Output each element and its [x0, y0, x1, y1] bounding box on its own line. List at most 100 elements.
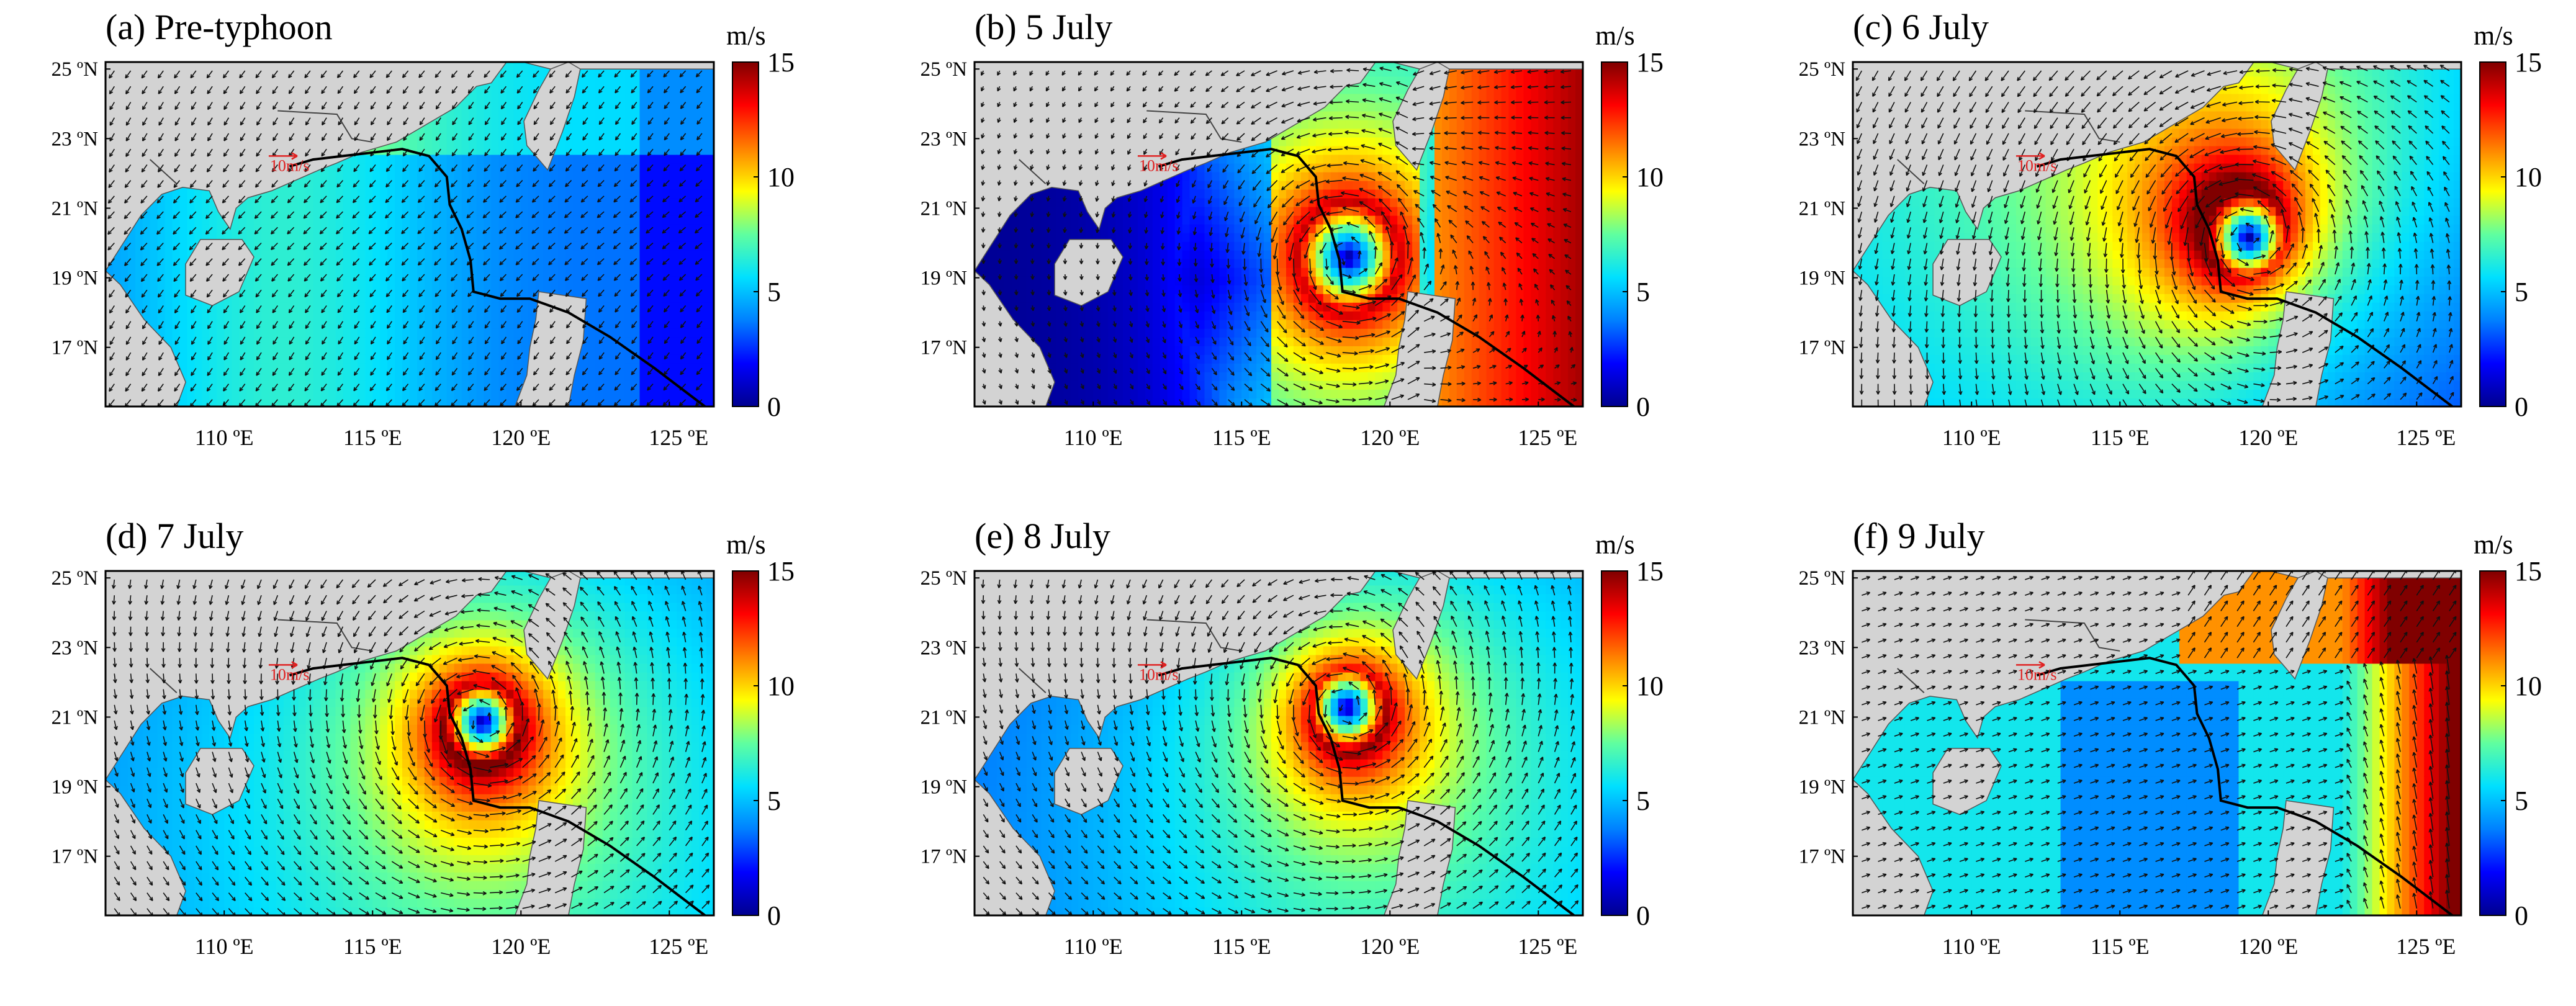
lon-tick-label: 125 ºE	[649, 425, 708, 450]
colorbar-tick-label: 0	[1636, 392, 1650, 422]
lat-tick-label: 25 ºN	[921, 567, 967, 590]
lon-tick-label: 120 ºE	[491, 934, 551, 959]
lat-tick-label: 19 ºN	[1799, 267, 1845, 290]
colorbar-unit: m/s	[1595, 20, 1635, 51]
colorbar-tick-label: 0	[767, 392, 781, 422]
colorbar-tick-label: 15	[767, 556, 795, 586]
lat-tick-label: 25 ºN	[52, 58, 98, 81]
scale-vector-label: 10m/s	[2017, 156, 2057, 174]
colorbar-tick-label: 10	[2515, 671, 2542, 701]
lat-tick-label: 19 ºN	[52, 776, 98, 799]
colorbar-tick-label: 5	[1636, 786, 1650, 816]
lat-tick-label: 23 ºN	[52, 128, 98, 150]
panel-title: (c) 6 July	[1853, 6, 1989, 48]
lon-tick-label: 110 ºE	[195, 425, 254, 450]
colorbar-tick-label: 5	[767, 786, 781, 816]
scale-vector-label: 10m/s	[270, 156, 310, 174]
lat-tick-label: 17 ºN	[921, 846, 967, 868]
colorbar-unit: m/s	[1595, 529, 1635, 560]
colorbar-tick-label: 15	[1636, 47, 1664, 78]
colorbar	[732, 571, 759, 915]
colorbar-tick-label: 10	[767, 671, 795, 701]
lon-tick-label: 110 ºE	[1064, 934, 1123, 959]
colorbar-unit: m/s	[2474, 529, 2513, 560]
colorbar-tick-label: 10	[2515, 162, 2542, 192]
lon-tick-label: 120 ºE	[2238, 934, 2298, 959]
colorbar-tick-label: 15	[2515, 47, 2542, 78]
colorbar-tick-label: 5	[2515, 277, 2528, 307]
lon-tick-label: 115 ºE	[343, 425, 402, 450]
lat-tick-label: 17 ºN	[921, 337, 967, 359]
lat-tick-label: 17 ºN	[1799, 337, 1845, 359]
colorbar	[732, 62, 759, 406]
lon-tick-label: 110 ºE	[195, 934, 254, 959]
colorbar-unit: m/s	[2474, 20, 2513, 51]
lon-tick-label: 120 ºE	[1360, 425, 1420, 450]
colorbar-tick-label: 10	[767, 162, 795, 192]
lat-tick-label: 21 ºN	[52, 197, 98, 220]
colorbar-tick-label: 0	[2515, 392, 2528, 422]
lon-tick-label: 120 ºE	[2238, 425, 2298, 450]
scale-vector-label: 10m/s	[1139, 665, 1179, 683]
colorbar	[1601, 571, 1628, 915]
lat-tick-label: 25 ºN	[921, 58, 967, 81]
colorbar	[2480, 571, 2506, 915]
colorbar-unit: m/s	[726, 20, 766, 51]
panel-title: (a) Pre-typhoon	[106, 6, 333, 48]
panel-title: (d) 7 July	[106, 515, 243, 557]
lat-tick-label: 19 ºN	[921, 776, 967, 799]
lat-tick-label: 17 ºN	[1799, 846, 1845, 868]
lat-tick-label: 23 ºN	[1799, 128, 1845, 150]
lat-tick-label: 17 ºN	[52, 846, 98, 868]
colorbar	[1601, 62, 1628, 406]
lat-tick-label: 17 ºN	[52, 337, 98, 359]
lat-tick-label: 25 ºN	[1799, 567, 1845, 590]
lat-tick-label: 21 ºN	[1799, 706, 1845, 729]
lat-tick-label: 19 ºN	[921, 267, 967, 290]
lon-tick-label: 125 ºE	[1518, 425, 1577, 450]
scale-vector-label: 10m/s	[1139, 156, 1179, 174]
lon-tick-label: 120 ºE	[1360, 934, 1420, 959]
panel-title: (e) 8 July	[975, 515, 1110, 557]
lon-tick-label: 120 ºE	[491, 425, 551, 450]
colorbar-tick-label: 5	[2515, 786, 2528, 816]
lat-tick-label: 25 ºN	[52, 567, 98, 590]
lon-tick-label: 115 ºE	[343, 934, 402, 959]
lat-tick-label: 23 ºN	[921, 128, 967, 150]
lon-tick-label: 115 ºE	[2091, 934, 2150, 959]
lat-tick-label: 23 ºN	[1799, 637, 1845, 659]
lat-tick-label: 25 ºN	[1799, 58, 1845, 81]
colorbar-unit: m/s	[726, 529, 766, 560]
lat-tick-label: 21 ºN	[1799, 197, 1845, 220]
lon-tick-label: 110 ºE	[1942, 934, 2001, 959]
lat-tick-label: 23 ºN	[921, 637, 967, 659]
colorbar-tick-label: 0	[1636, 900, 1650, 931]
lat-tick-label: 21 ºN	[921, 706, 967, 729]
scale-vector-label: 10m/s	[2017, 665, 2057, 683]
lat-tick-label: 19 ºN	[52, 267, 98, 290]
colorbar-tick-label: 15	[767, 47, 795, 78]
lon-tick-label: 125 ºE	[2396, 934, 2456, 959]
lon-tick-label: 115 ºE	[2091, 425, 2150, 450]
lon-tick-label: 115 ºE	[1212, 934, 1271, 959]
lat-tick-label: 21 ºN	[921, 197, 967, 220]
colorbar-tick-label: 10	[1636, 671, 1664, 701]
lon-tick-label: 115 ºE	[1212, 425, 1271, 450]
colorbar-tick-label: 0	[2515, 900, 2528, 931]
colorbar-tick-label: 10	[1636, 162, 1664, 192]
lon-tick-label: 110 ºE	[1064, 425, 1123, 450]
lon-tick-label: 125 ºE	[649, 934, 708, 959]
colorbar	[2480, 62, 2506, 406]
colorbar-tick-label: 5	[767, 277, 781, 307]
colorbar-tick-label: 5	[1636, 277, 1650, 307]
